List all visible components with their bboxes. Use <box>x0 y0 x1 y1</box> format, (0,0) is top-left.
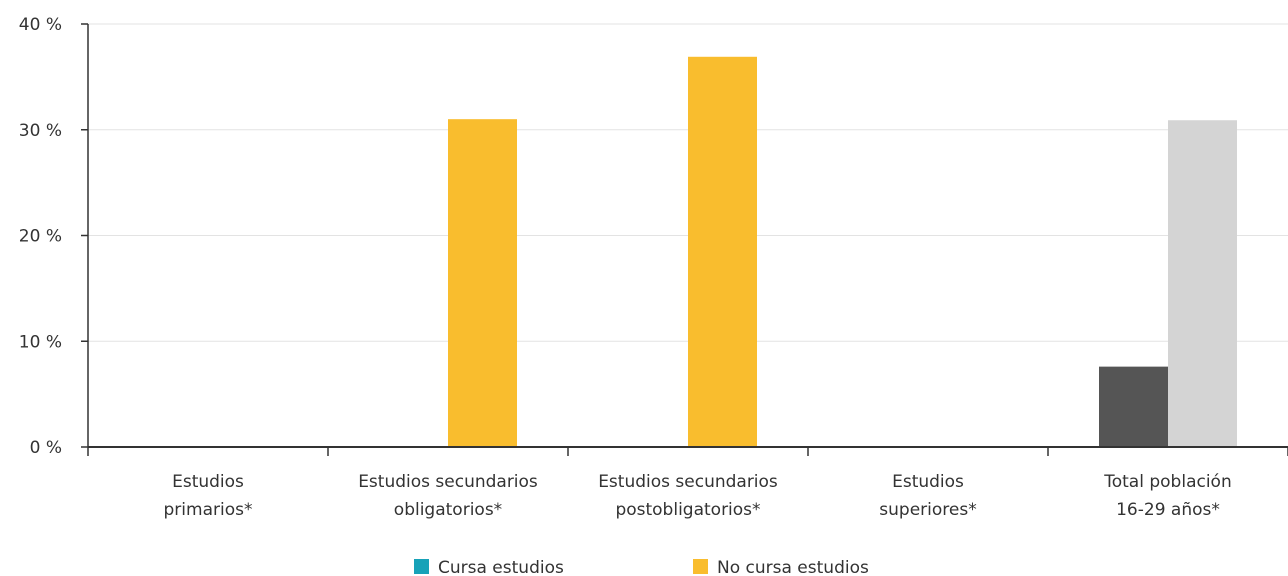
y-tick-label: 20 % <box>19 227 62 247</box>
category-label-line: postobligatorios* <box>615 500 760 520</box>
bar-no-cursa-1 <box>448 119 517 448</box>
bars <box>448 56 1237 448</box>
legend: Cursa estudios No cursa estudios <box>414 558 869 576</box>
category-label: Estudios secundarios postobligatorios* <box>598 472 778 520</box>
bar-no-cursa-2 <box>688 56 757 447</box>
legend-label: Cursa estudios <box>438 558 564 576</box>
y-tick-label: 40 % <box>19 15 62 35</box>
bar-cursa-4 <box>1099 366 1168 447</box>
category-label-line: Total población <box>1103 472 1231 492</box>
category-label-line: Estudios <box>172 472 244 492</box>
category-label-line: Estudios <box>892 472 964 492</box>
y-tick-label: 10 % <box>19 332 62 352</box>
category-label-line: primarios* <box>164 500 253 520</box>
x-axis-category-labels: Estudios primarios* Estudios secundarios ob… <box>164 472 1232 520</box>
category-label: Estudios superiores* <box>879 472 976 520</box>
category-label-line: obligatorios* <box>394 500 502 520</box>
legend-swatch <box>693 559 708 574</box>
category-label-line: superiores* <box>879 500 976 520</box>
category-label-line: Estudios secundarios <box>358 472 538 492</box>
y-axis-tick-labels: 0 % 10 % 20 % 30 % 40 % <box>19 15 62 458</box>
bar-no-cursa-4 <box>1168 120 1237 448</box>
category-label: Total población 16-29 años* <box>1103 472 1231 520</box>
category-label: Estudios primarios* <box>164 472 253 520</box>
legend-swatch <box>414 559 429 574</box>
category-label: Estudios secundarios obligatorios* <box>358 472 538 520</box>
category-label-line: 16-29 años* <box>1116 500 1220 520</box>
legend-label: No cursa estudios <box>717 558 869 576</box>
x-axis <box>87 24 1288 456</box>
y-tick-label: 30 % <box>19 121 62 141</box>
category-label-line: Estudios secundarios <box>598 472 778 492</box>
y-tick-label: 0 % <box>30 438 62 458</box>
